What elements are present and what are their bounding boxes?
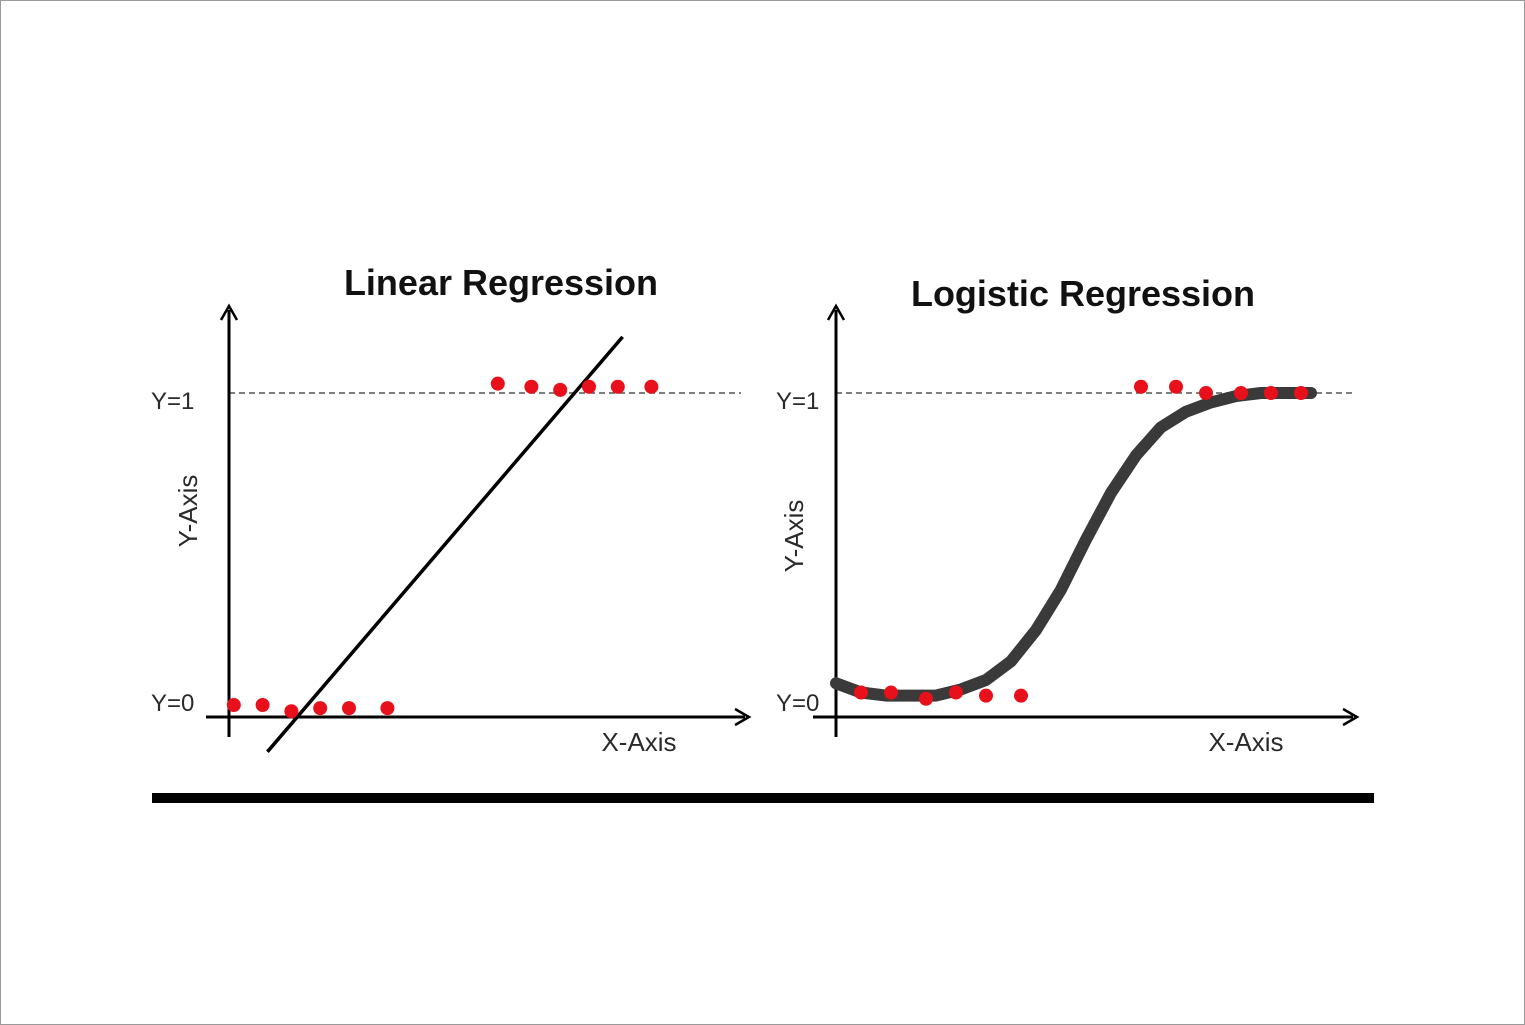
y-tick-label: Y=1: [151, 388, 194, 415]
data-point: [1014, 688, 1028, 703]
y-axis-arrowhead: [826, 303, 846, 321]
data-point: [1134, 379, 1148, 394]
y-tick-label: Y=0: [151, 690, 194, 717]
data-point: [255, 698, 270, 712]
data-point: [979, 688, 993, 703]
linear-regression-panel: Linear Regression Y=0 Y=1 X-Axis Y-Axis: [151, 262, 752, 757]
data-point: [1169, 379, 1183, 394]
data-point: [1234, 386, 1248, 400]
chart-title: Logistic Regression: [911, 273, 1255, 314]
data-point: [949, 685, 963, 700]
data-point: [313, 701, 328, 716]
data-point: [854, 685, 868, 700]
data-point: [919, 691, 933, 706]
data-point: [553, 382, 568, 397]
regression-line: [266, 335, 624, 753]
data-point: [342, 701, 356, 716]
data-point: [284, 704, 299, 719]
sigmoid-curve: [830, 387, 1317, 702]
data-point: [1199, 386, 1213, 400]
data-point: [490, 376, 505, 391]
data-point: [582, 379, 596, 394]
data-point: [884, 685, 898, 700]
x-axis-label: X-Axis: [601, 727, 676, 757]
y-axis-label: Y-Axis: [779, 500, 809, 573]
data-point: [644, 379, 659, 394]
data-point: [1264, 386, 1278, 400]
y-axis-arrowhead: [219, 303, 239, 321]
y-axis-label: Y-Axis: [173, 475, 203, 548]
data-point: [610, 379, 625, 394]
x-axis-arrowhead: [734, 707, 752, 727]
bottom-divider-bar: [152, 793, 1374, 803]
data-point: [380, 701, 395, 716]
chart-title: Linear Regression: [344, 262, 658, 303]
y-tick-label: Y=1: [776, 388, 819, 415]
x-axis-label: X-Axis: [1208, 727, 1283, 757]
data-point: [1294, 386, 1308, 400]
data-point: [524, 379, 539, 394]
logistic-regression-panel: Logistic Regression Y=0 Y=1 X-Axis Y-Axis: [776, 273, 1360, 757]
y-tick-label: Y=0: [776, 690, 819, 717]
x-axis-arrowhead: [1342, 707, 1360, 727]
data-point: [226, 698, 241, 712]
